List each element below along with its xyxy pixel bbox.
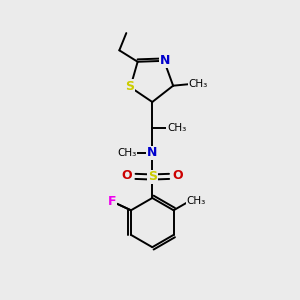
- Text: S: S: [148, 170, 157, 184]
- Text: F: F: [107, 195, 116, 208]
- Text: N: N: [160, 54, 170, 67]
- Text: S: S: [125, 80, 134, 93]
- Text: N: N: [147, 146, 158, 160]
- Text: CH₃: CH₃: [188, 79, 208, 89]
- Text: O: O: [121, 169, 132, 182]
- Text: CH₃: CH₃: [167, 123, 186, 134]
- Text: CH₃: CH₃: [118, 148, 137, 158]
- Text: CH₃: CH₃: [186, 196, 206, 206]
- Text: O: O: [173, 169, 183, 182]
